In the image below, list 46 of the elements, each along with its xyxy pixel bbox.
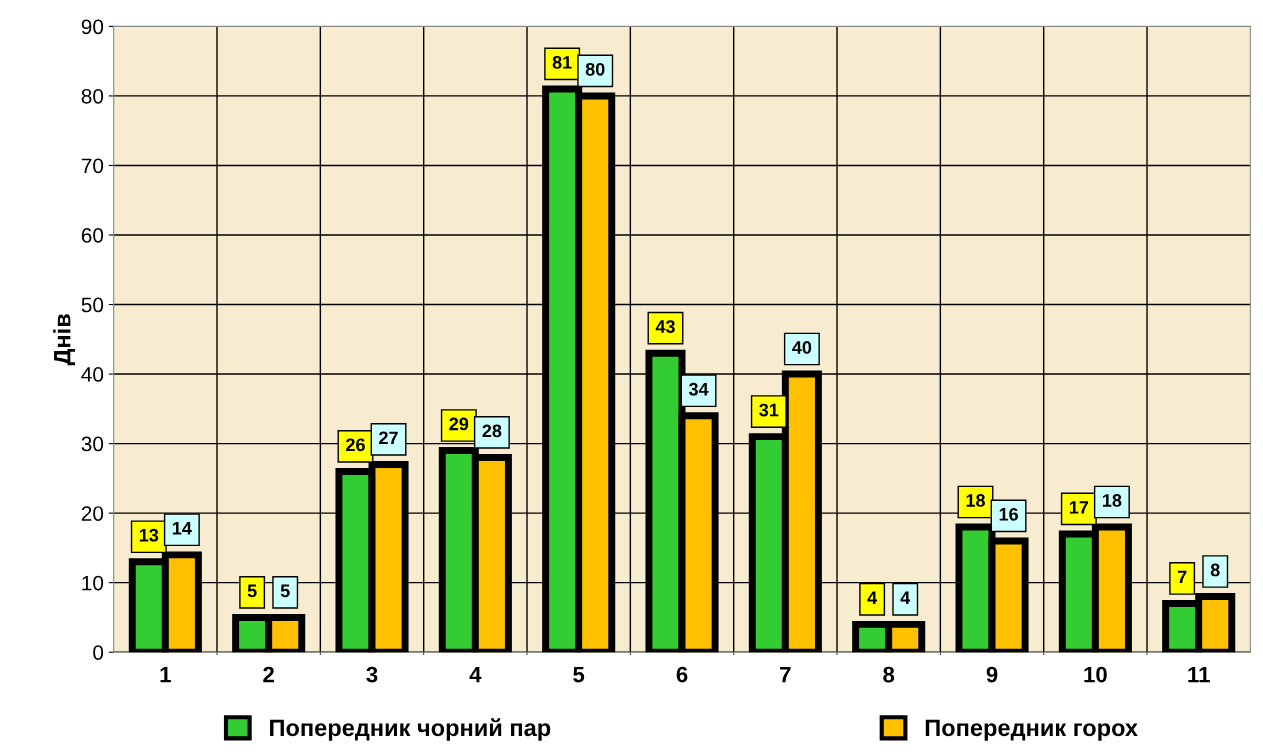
data-label: 81 — [552, 55, 572, 69]
x-tick-label: 6 — [676, 666, 688, 683]
data-label: 4 — [900, 591, 911, 604]
data-label: 4 — [867, 591, 878, 604]
y-tick-label: 10 — [82, 575, 104, 591]
x-tick-label: 3 — [366, 666, 378, 683]
data-label: 8 — [1210, 563, 1220, 577]
data-label: 7 — [1177, 570, 1187, 584]
y-tick-label: 70 — [81, 158, 104, 174]
data-label: 29 — [449, 417, 469, 431]
legend-label: Попередник чорний пар — [270, 718, 551, 741]
x-tick-label: 9 — [986, 666, 998, 683]
data-label: 13 — [139, 528, 159, 542]
data-label: 26 — [346, 438, 365, 452]
x-tick-label: 8 — [883, 666, 895, 683]
data-label: 14 — [172, 522, 192, 535]
data-label: 28 — [482, 424, 502, 438]
y-tick-label: 40 — [81, 367, 104, 382]
y-tick-label: 0 — [93, 645, 104, 660]
data-label: 34 — [688, 382, 709, 396]
legend-label: Попередник горох — [925, 719, 1138, 741]
y-tick-label: 80 — [81, 88, 104, 104]
x-tick-label: 5 — [573, 666, 585, 683]
data-label: 27 — [379, 431, 398, 445]
x-tick-label: 4 — [469, 666, 482, 683]
y-tick-label: 90 — [81, 19, 104, 35]
x-tick-label: 11 — [1188, 666, 1210, 683]
data-label: 31 — [759, 403, 779, 417]
data-label: 17 — [1069, 501, 1089, 514]
data-label: 18 — [1103, 494, 1122, 507]
data-label: 16 — [999, 507, 1018, 521]
data-label: 80 — [585, 62, 605, 76]
y-tick-label: 60 — [81, 228, 104, 243]
x-tick-label: 7 — [780, 666, 791, 683]
y-tick-label: 20 — [81, 506, 104, 521]
data-label: 18 — [966, 494, 985, 507]
y-tick-label: 30 — [81, 436, 104, 452]
x-tick-label: 1 — [160, 666, 171, 683]
data-label: 5 — [280, 584, 290, 598]
y-tick-label: 50 — [81, 297, 104, 313]
x-tick-label: 10 — [1084, 666, 1107, 683]
y-axis-title: Днів — [53, 314, 76, 366]
data-label: 40 — [792, 341, 812, 354]
x-tick-label: 2 — [263, 666, 274, 683]
data-label: 5 — [247, 584, 257, 598]
data-label: 43 — [655, 320, 675, 333]
